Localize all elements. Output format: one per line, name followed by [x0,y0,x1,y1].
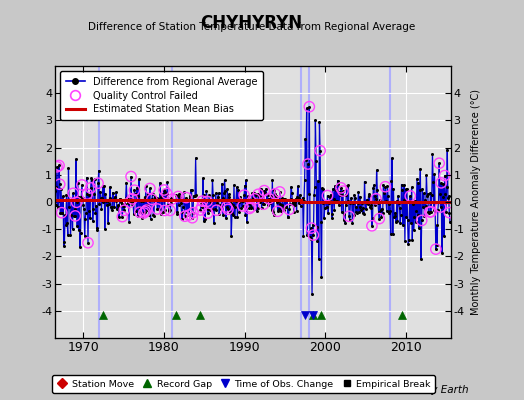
Point [69,190,78,196]
Legend: Difference from Regional Average, Quality Control Failed, Estimated Station Mean: Difference from Regional Average, Qualit… [60,71,263,120]
Point [436,204,445,210]
Point [174,193,182,200]
Point [271,191,279,197]
Point [440,172,449,179]
Point [127,173,135,180]
Point [189,210,197,216]
Point [55,162,63,169]
Point [254,191,263,198]
Point [83,191,92,197]
Point [148,196,156,202]
Point [445,210,453,216]
Point [222,204,231,210]
Point [139,210,148,216]
Point [368,222,376,229]
Point [72,199,81,206]
Point [260,188,268,194]
Point [56,181,64,188]
Point [198,204,206,210]
Point [143,207,151,213]
Point [126,199,134,206]
Text: Difference of Station Temperature Data from Regional Average: Difference of Station Temperature Data f… [88,22,415,32]
Point [53,164,61,170]
Point [432,246,440,252]
Point [86,185,95,191]
Point [182,194,190,201]
Point [372,196,380,202]
Point [203,198,211,204]
Point [71,213,80,219]
Point [118,214,126,220]
Point [304,161,312,167]
Point [323,192,332,199]
Point [425,209,434,215]
Point [203,210,212,216]
Point [259,201,268,208]
Point [247,204,255,210]
Point [337,185,345,191]
Point [245,205,254,212]
Y-axis label: Monthly Temperature Anomaly Difference (°C): Monthly Temperature Anomaly Difference (… [472,89,482,315]
Point [162,190,171,197]
Point [406,193,414,199]
Point [240,192,248,198]
Point [435,160,443,166]
Legend: Station Move, Record Gap, Time of Obs. Change, Empirical Break: Station Move, Record Gap, Time of Obs. C… [52,375,435,393]
Point [276,189,284,195]
Point [84,240,92,246]
Point [238,203,247,209]
Point [345,213,353,220]
Point [196,207,204,213]
Point [160,187,168,193]
Point [375,216,384,222]
Point [307,225,315,231]
Point [305,104,313,110]
Point [285,206,293,213]
Point [437,180,445,186]
Point [418,217,426,224]
Point [274,208,282,214]
Point [212,207,221,213]
Point [128,196,137,202]
Point [224,206,232,212]
Point [58,210,66,216]
Point [198,198,206,204]
Point [166,207,174,214]
Text: CHYHYRYN: CHYHYRYN [201,14,302,32]
Point [250,196,259,202]
Point [130,187,139,193]
Point [427,208,435,215]
Text: Berkeley Earth: Berkeley Earth [392,385,469,395]
Point [94,180,102,186]
Point [146,185,154,192]
Point [160,207,169,214]
Point [120,207,128,214]
Point [309,232,318,238]
Point [136,209,144,216]
Point [153,206,161,212]
Point [339,188,347,194]
Point [78,182,86,188]
Point [188,214,196,221]
Point [316,148,324,154]
Point [185,212,193,218]
Point [141,208,149,215]
Point [265,196,273,202]
Point [181,213,189,220]
Point [381,184,389,190]
Point [168,196,176,202]
